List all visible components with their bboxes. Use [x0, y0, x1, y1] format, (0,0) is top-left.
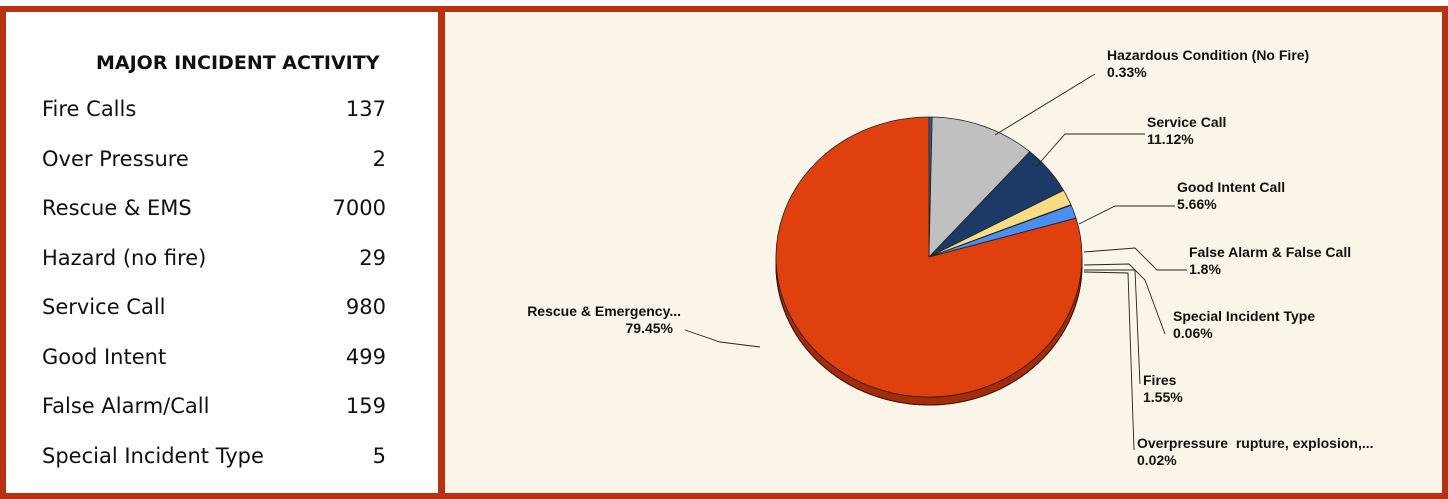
- slice-name-label: False Alarm & False Call: [1189, 244, 1351, 260]
- activity-value: 2: [372, 146, 386, 171]
- activity-value: 5: [372, 443, 386, 468]
- leader-line: [1035, 133, 1145, 168]
- slice-percent-label: 1.8%: [1189, 261, 1221, 277]
- slice-name-label: Fires: [1143, 372, 1177, 388]
- leader-line: [1084, 269, 1141, 385]
- slice-percent-label: 0.02%: [1137, 452, 1177, 468]
- activity-label: Service Call: [42, 295, 166, 319]
- activity-label: False Alarm/Call: [42, 394, 210, 418]
- incident-pie-chart: Hazardous Condition (No Fire)0.33% Servic…: [527, 47, 1374, 468]
- slice-name-label: Service Call: [1147, 114, 1226, 130]
- leader-line: [684, 329, 761, 348]
- pie-slice: [775, 116, 1083, 398]
- slice-name-label: Rescue & Emergency...: [527, 303, 681, 319]
- slice-name-label: Good Intent Call: [1177, 179, 1285, 195]
- slice-name-label: Hazardous Condition (No Fire): [1107, 47, 1309, 63]
- activity-title: MAJOR INCIDENT ACTIVITY: [96, 52, 380, 74]
- pie-rim: [775, 264, 1083, 406]
- leader-line: [1083, 247, 1187, 271]
- leader-line: [1083, 271, 1135, 451]
- incident-activity-panel: MAJOR INCIDENT ACTIVITY Fire Calls 137 Ove…: [0, 6, 444, 499]
- activity-label: Fire Calls: [42, 97, 137, 121]
- activity-value: 980: [345, 295, 386, 319]
- slice-percent-label: 11.12%: [1147, 131, 1194, 147]
- activity-label: Special Incident Type: [42, 443, 264, 468]
- activity-value: 159: [345, 394, 386, 418]
- activity-label: Hazard (no fire): [42, 245, 207, 270]
- activity-label: Rescue & EMS: [42, 196, 192, 220]
- slice-name-label: Special Incident Type: [1173, 308, 1315, 324]
- activity-value: 7000: [332, 196, 386, 220]
- slice-name-label: Overpressure rupture, explosion,...: [1137, 435, 1374, 451]
- pie-slice: [928, 116, 1031, 258]
- leader-line: [1083, 263, 1166, 335]
- slice-percent-label: 79.45%: [626, 320, 674, 336]
- slice-percent-label: 1.55%: [1143, 389, 1183, 405]
- leader-line: [994, 73, 1096, 136]
- leader-line: [1078, 205, 1175, 225]
- activity-value: 29: [359, 245, 386, 270]
- activity-label: Over Pressure: [42, 146, 189, 171]
- activity-value: 499: [345, 344, 386, 369]
- slice-percent-label: 0.06%: [1173, 325, 1213, 341]
- chart-panel: Hazardous Condition (No Fire) 0.33% Servic…: [439, 6, 1448, 499]
- slice-percent-label: 0.33%: [1107, 64, 1147, 80]
- activity-label: Good Intent: [42, 344, 167, 369]
- slice-percent-label: 5.66%: [1177, 196, 1217, 212]
- activity-value: 137: [345, 97, 386, 121]
